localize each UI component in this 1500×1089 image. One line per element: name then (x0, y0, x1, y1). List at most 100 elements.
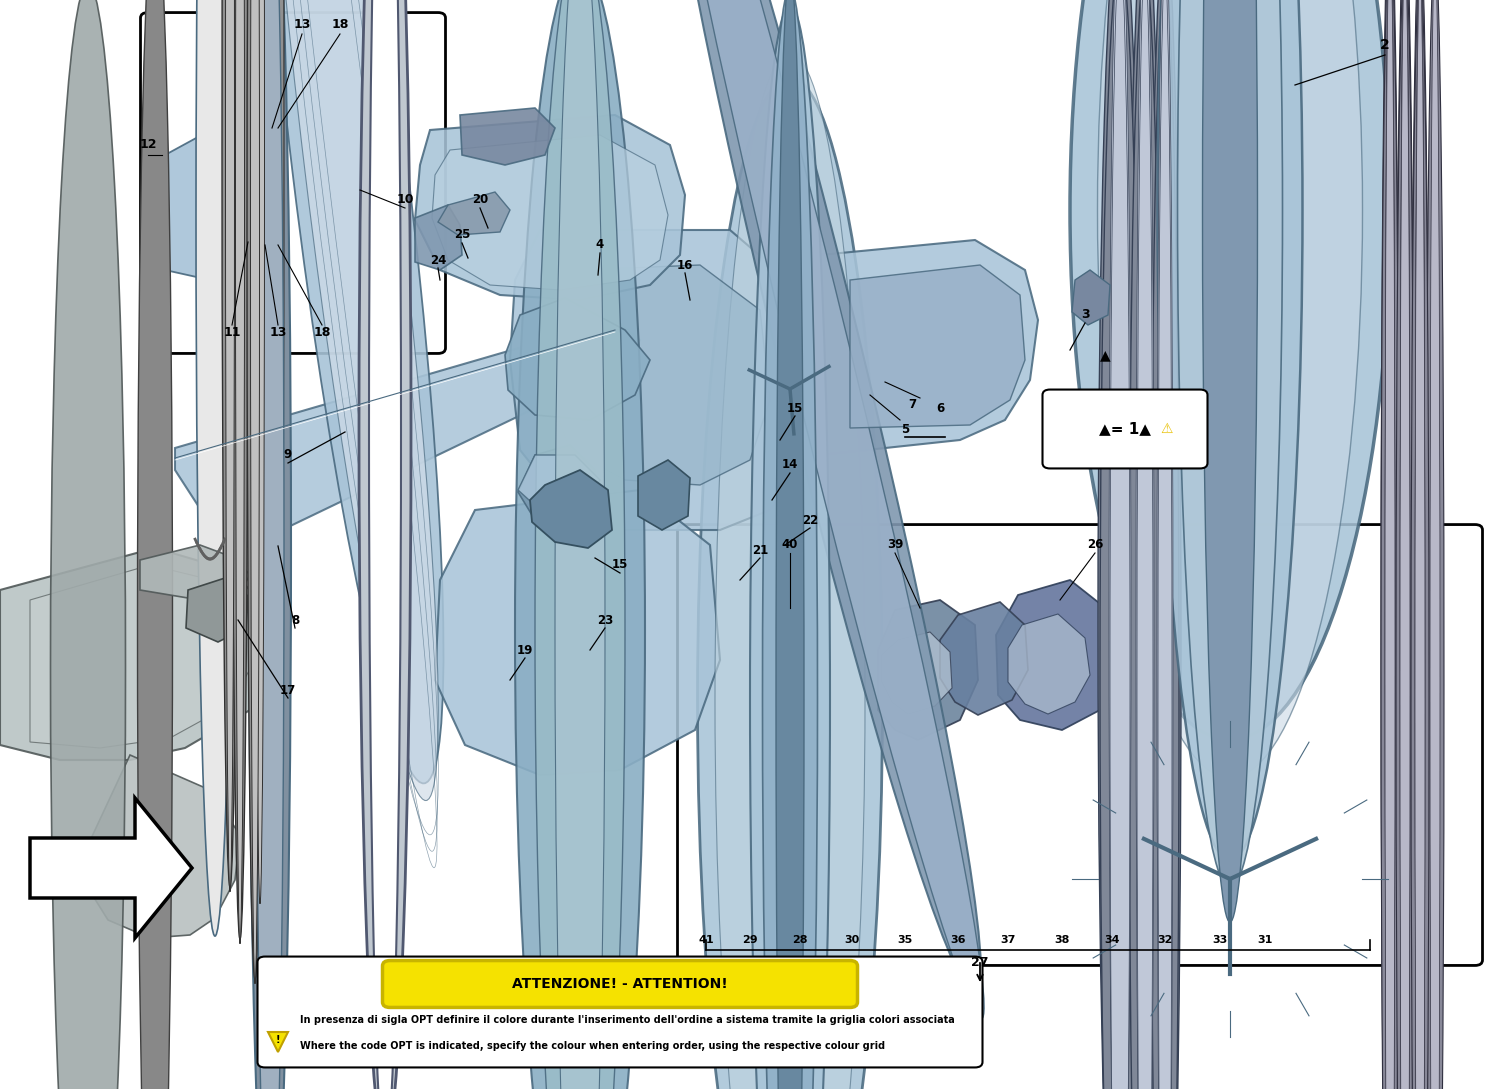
Polygon shape (460, 108, 555, 166)
Text: 33: 33 (1212, 935, 1227, 945)
Ellipse shape (1384, 0, 1395, 1089)
Ellipse shape (536, 0, 626, 1089)
Polygon shape (850, 265, 1024, 428)
Ellipse shape (272, 0, 284, 907)
Ellipse shape (1400, 0, 1410, 1089)
Text: 29: 29 (742, 935, 758, 945)
Text: 12: 12 (140, 138, 156, 151)
Text: 30: 30 (844, 935, 859, 945)
Polygon shape (140, 544, 250, 600)
Text: 3: 3 (1080, 308, 1089, 321)
Polygon shape (30, 798, 192, 938)
Ellipse shape (1108, 0, 1131, 1089)
Polygon shape (238, 125, 285, 189)
Polygon shape (518, 455, 600, 510)
Polygon shape (416, 115, 686, 299)
Ellipse shape (656, 0, 984, 1019)
Ellipse shape (1412, 0, 1430, 1089)
Text: In presenza di sigla OPT definire il colore durante l'inserimento dell'ordine a : In presenza di sigla OPT definire il col… (300, 1015, 954, 1025)
Ellipse shape (1382, 0, 1400, 1089)
Ellipse shape (1430, 0, 1440, 1089)
FancyBboxPatch shape (258, 956, 983, 1067)
Text: 25: 25 (454, 229, 470, 242)
Ellipse shape (776, 0, 804, 1089)
Text: 36: 36 (951, 935, 966, 945)
Ellipse shape (225, 0, 234, 892)
Ellipse shape (1414, 0, 1425, 1089)
Text: !: ! (276, 1035, 280, 1045)
Ellipse shape (1098, 0, 1142, 1089)
Text: ▲= 1▲: ▲= 1▲ (1100, 421, 1150, 437)
Ellipse shape (236, 0, 244, 944)
Ellipse shape (249, 0, 291, 1089)
Ellipse shape (1396, 0, 1414, 1089)
Ellipse shape (256, 0, 444, 783)
Text: 23: 23 (597, 613, 613, 626)
Ellipse shape (1396, 0, 1414, 1089)
Text: 35: 35 (897, 935, 912, 945)
FancyBboxPatch shape (1042, 390, 1208, 468)
Ellipse shape (232, 0, 248, 939)
Ellipse shape (1414, 0, 1425, 1089)
Text: 10: 10 (396, 194, 414, 207)
Ellipse shape (1098, 0, 1362, 778)
Polygon shape (878, 600, 978, 741)
Ellipse shape (1070, 0, 1390, 739)
Ellipse shape (698, 77, 882, 1089)
Text: 9: 9 (284, 449, 292, 462)
FancyBboxPatch shape (678, 525, 1482, 966)
Ellipse shape (358, 0, 411, 1089)
Ellipse shape (1149, 0, 1180, 1089)
Ellipse shape (658, 0, 981, 995)
Text: ▲: ▲ (1100, 348, 1110, 362)
Ellipse shape (222, 0, 238, 886)
Ellipse shape (1178, 0, 1282, 888)
Polygon shape (548, 265, 770, 485)
Polygon shape (506, 298, 650, 420)
Polygon shape (996, 580, 1114, 730)
Text: 20: 20 (472, 194, 488, 207)
Text: 7: 7 (908, 399, 916, 412)
Text: 32: 32 (1158, 935, 1173, 945)
Text: 8: 8 (291, 613, 298, 626)
Ellipse shape (1382, 0, 1400, 1089)
Polygon shape (176, 320, 640, 555)
Text: 16: 16 (676, 258, 693, 271)
Text: ⚠: ⚠ (1161, 423, 1173, 436)
Polygon shape (435, 490, 720, 775)
Ellipse shape (1158, 0, 1172, 1089)
Text: 26: 26 (1088, 538, 1102, 551)
Text: 28: 28 (792, 935, 807, 945)
Ellipse shape (51, 0, 126, 1089)
Ellipse shape (256, 0, 284, 1089)
Ellipse shape (1126, 0, 1162, 1089)
Ellipse shape (750, 5, 830, 1089)
Text: 5: 5 (902, 424, 909, 437)
Text: 4: 4 (596, 238, 604, 252)
Text: 15: 15 (788, 402, 802, 415)
Ellipse shape (1203, 0, 1257, 922)
Ellipse shape (1156, 0, 1173, 1089)
Polygon shape (638, 460, 690, 530)
Polygon shape (882, 632, 952, 714)
Text: 13: 13 (270, 326, 286, 339)
Text: 34: 34 (1104, 935, 1119, 945)
Text: ATTENZIONE! - ATTENTION!: ATTENZIONE! - ATTENTION! (512, 977, 728, 991)
Polygon shape (821, 240, 1038, 455)
Text: 39: 39 (886, 538, 903, 551)
Text: 38: 38 (1054, 935, 1070, 945)
Ellipse shape (255, 0, 264, 904)
Text: 14: 14 (782, 458, 798, 472)
FancyBboxPatch shape (382, 960, 858, 1007)
Ellipse shape (138, 0, 172, 1089)
Text: 18: 18 (332, 19, 348, 32)
Ellipse shape (1158, 0, 1302, 860)
Ellipse shape (369, 0, 400, 1089)
Text: 6: 6 (936, 402, 944, 415)
Polygon shape (88, 755, 240, 938)
Polygon shape (186, 578, 248, 643)
Ellipse shape (262, 0, 438, 800)
Polygon shape (148, 125, 274, 280)
Ellipse shape (1136, 0, 1154, 1089)
Text: Where the code OPT is indicated, specify the colour when entering order, using t: Where the code OPT is indicated, specify… (300, 1041, 885, 1051)
